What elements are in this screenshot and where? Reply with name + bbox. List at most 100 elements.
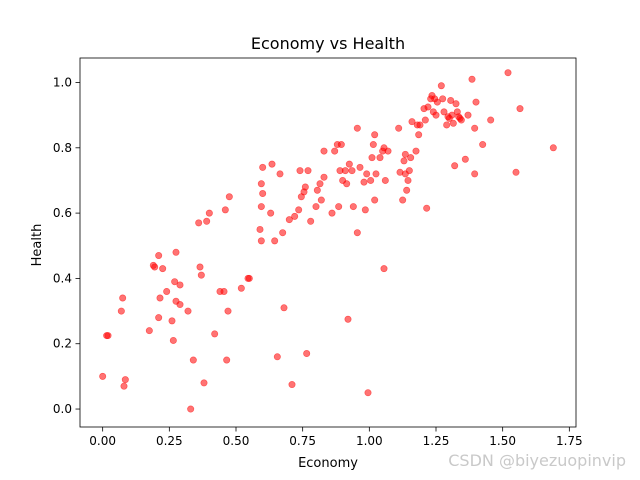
data-point <box>328 209 336 217</box>
data-point <box>172 248 180 256</box>
data-point <box>371 131 379 139</box>
data-point <box>271 237 279 245</box>
x-axis: 0.00 0.25 0.50 0.75 1.00 1.25 1.50 1.75 <box>89 427 583 448</box>
data-point <box>169 336 177 344</box>
data-point <box>224 307 232 315</box>
data-point <box>367 176 375 184</box>
data-point <box>384 147 392 155</box>
data-point <box>372 170 380 178</box>
data-point <box>316 180 324 188</box>
data-point <box>203 217 211 225</box>
x-tick-label: 1.50 <box>489 434 516 448</box>
data-point <box>117 307 125 315</box>
data-point <box>516 105 524 113</box>
data-point <box>279 229 287 237</box>
data-point <box>401 150 409 158</box>
y-tick-label: 0.6 <box>53 206 72 220</box>
data-point <box>400 157 408 165</box>
data-point <box>257 180 265 188</box>
data-point <box>168 317 176 325</box>
data-point <box>437 82 445 90</box>
data-point <box>549 144 557 152</box>
data-point <box>245 274 253 282</box>
x-tick-label: 1.25 <box>423 434 450 448</box>
x-tick-label: 0.50 <box>223 434 250 448</box>
data-point <box>187 405 195 413</box>
data-point <box>368 154 376 162</box>
data-point <box>104 332 112 340</box>
data-point <box>155 252 163 260</box>
data-point <box>155 314 163 322</box>
data-point <box>197 271 205 279</box>
data-point <box>471 170 479 178</box>
plot-frame <box>79 57 577 428</box>
data-point <box>361 206 369 214</box>
data-point <box>267 209 275 217</box>
x-tick-label: 0.25 <box>156 434 183 448</box>
data-point <box>257 203 265 211</box>
data-point <box>348 167 356 175</box>
data-point <box>220 287 228 295</box>
y-axis-label: Health <box>30 224 45 267</box>
data-point <box>443 121 451 129</box>
data-point <box>504 69 512 77</box>
data-point <box>487 116 495 124</box>
data-point <box>256 225 264 233</box>
data-point <box>424 103 432 111</box>
data-point <box>145 327 153 335</box>
data-point <box>399 196 407 204</box>
data-point <box>291 212 299 220</box>
data-point <box>369 141 377 149</box>
data-point <box>312 203 320 211</box>
data-point <box>452 100 460 108</box>
data-point <box>225 193 233 201</box>
data-point <box>423 204 431 212</box>
x-tick-label: 1.00 <box>356 434 383 448</box>
data-point <box>415 131 423 139</box>
data-point <box>344 315 352 323</box>
data-point <box>285 216 293 224</box>
data-point <box>237 284 245 292</box>
data-point <box>288 381 296 389</box>
watermark-text: CSDN @biyezuopinvip <box>448 451 626 470</box>
data-point <box>317 196 325 204</box>
data-point <box>196 263 204 271</box>
data-point <box>301 183 309 191</box>
data-point <box>457 116 465 124</box>
data-point <box>345 160 353 168</box>
data-point <box>353 229 361 237</box>
data-point <box>449 119 457 127</box>
data-point <box>280 304 288 312</box>
x-tick-label: 1.75 <box>556 434 583 448</box>
data-point <box>313 186 321 194</box>
data-point <box>421 116 429 124</box>
data-point <box>439 95 447 103</box>
data-point <box>121 376 129 384</box>
data-point <box>331 147 339 155</box>
x-tick-label: 0.75 <box>289 434 316 448</box>
data-point <box>405 167 413 175</box>
data-point <box>353 124 361 132</box>
data-point <box>341 167 349 175</box>
data-point <box>512 168 520 176</box>
data-point <box>119 294 127 302</box>
data-point <box>307 217 315 225</box>
plot-area: 0.00 0.25 0.50 0.75 1.00 1.25 1.50 1.750.00.20.… <box>53 57 583 448</box>
data-point <box>163 287 171 295</box>
data-point <box>364 389 372 397</box>
data-point <box>320 173 328 181</box>
data-point <box>273 353 281 361</box>
data-point <box>268 160 276 168</box>
y-tick-label: 0.2 <box>53 337 72 351</box>
data-point <box>120 382 128 390</box>
data-point <box>320 147 328 155</box>
data-point <box>184 307 192 315</box>
data-point <box>468 75 476 83</box>
data-point <box>195 219 203 227</box>
data-point <box>304 167 312 175</box>
data-point <box>335 203 343 211</box>
data-point <box>205 209 213 217</box>
data-point <box>276 170 284 178</box>
